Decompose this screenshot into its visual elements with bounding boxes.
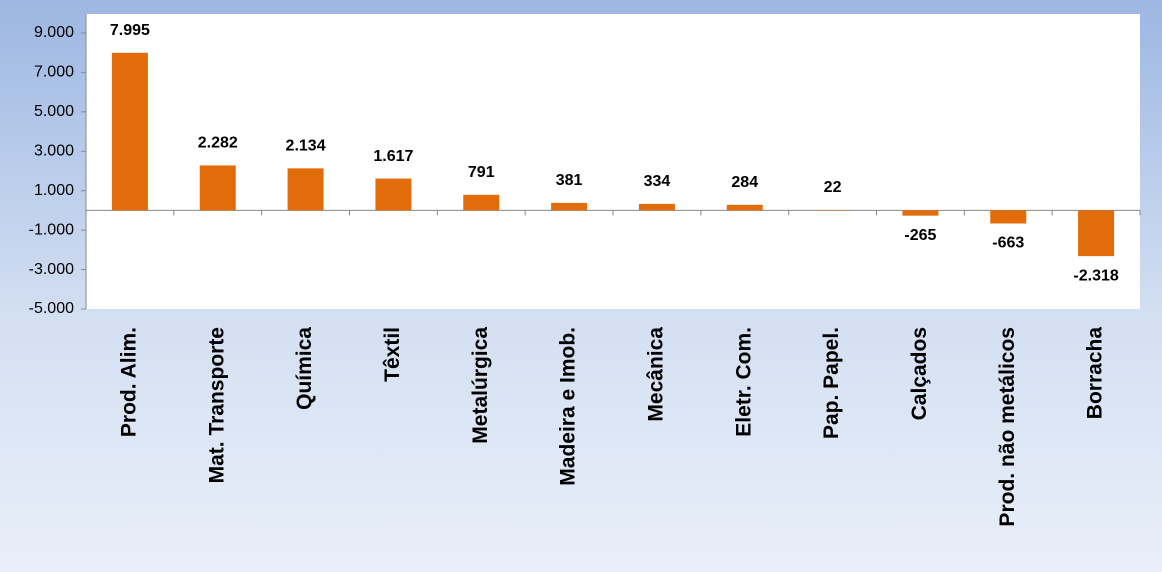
- bar: [1078, 210, 1115, 257]
- value-label: -265: [904, 227, 936, 244]
- y-tick-label: 7.000: [34, 64, 74, 81]
- y-tick-label: 9.000: [34, 24, 74, 41]
- y-tick-label: -3.000: [29, 261, 74, 278]
- bar: [199, 165, 236, 211]
- value-label: 791: [468, 164, 495, 181]
- value-label: 1.617: [373, 148, 413, 165]
- x-tick-label: Química: [293, 327, 316, 410]
- value-label: -2.318: [1073, 267, 1118, 284]
- x-tick-label: Têxtil: [381, 327, 404, 382]
- value-label: 284: [731, 174, 758, 191]
- bar: [726, 204, 763, 211]
- x-tick-label: Mat. Transporte: [205, 327, 228, 483]
- bar: [287, 168, 324, 211]
- bar: [375, 178, 412, 211]
- x-tick-label: Mecânica: [644, 327, 667, 422]
- y-tick-label: -1.000: [29, 221, 74, 238]
- y-tick-label: 3.000: [34, 143, 74, 160]
- value-label: 7.995: [110, 22, 150, 39]
- y-tick-label: 5.000: [34, 103, 74, 120]
- value-label: 334: [644, 173, 671, 190]
- value-label: 22: [824, 179, 842, 196]
- value-label: -663: [992, 235, 1024, 252]
- plot-area: [86, 14, 1140, 309]
- x-tick-label: Prod. não metálicos: [996, 327, 1019, 527]
- x-tick-label: Metalúrgica: [469, 327, 492, 444]
- y-tick-label: -5.000: [29, 300, 74, 317]
- x-tick-label: Madeira e Imob.: [557, 327, 580, 486]
- bar: [990, 210, 1027, 224]
- x-tick-label: Pap. Papel.: [820, 327, 843, 439]
- bar: [111, 52, 148, 211]
- bar: [902, 210, 939, 216]
- x-tick-label: Prod. Alim.: [117, 327, 140, 437]
- x-tick-label: Calçados: [908, 327, 931, 420]
- value-label: 2.134: [286, 138, 326, 155]
- x-tick-label: Borracha: [1084, 327, 1107, 420]
- y-tick-label: 1.000: [34, 182, 74, 199]
- bar: [463, 194, 500, 211]
- bar: [638, 203, 675, 211]
- value-label: 2.282: [198, 135, 238, 152]
- bar: [551, 202, 588, 211]
- value-label: 381: [556, 172, 583, 189]
- x-tick-label: Eletr. Com.: [732, 327, 755, 437]
